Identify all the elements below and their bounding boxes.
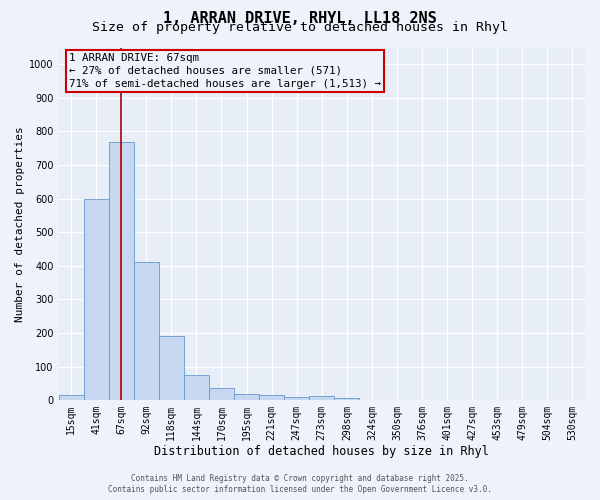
Bar bbox=[83, 198, 109, 400]
Bar bbox=[159, 336, 184, 400]
Bar bbox=[234, 394, 259, 400]
Bar bbox=[334, 398, 359, 400]
Text: 1, ARRAN DRIVE, RHYL, LL18 2NS: 1, ARRAN DRIVE, RHYL, LL18 2NS bbox=[163, 11, 437, 26]
Bar bbox=[284, 397, 309, 400]
Bar bbox=[209, 388, 234, 400]
Bar bbox=[259, 395, 284, 400]
Bar bbox=[59, 395, 83, 400]
Bar bbox=[134, 262, 159, 400]
Text: Size of property relative to detached houses in Rhyl: Size of property relative to detached ho… bbox=[92, 21, 508, 34]
Bar bbox=[109, 142, 134, 400]
Y-axis label: Number of detached properties: Number of detached properties bbox=[15, 126, 25, 322]
Bar bbox=[309, 396, 334, 400]
Text: Contains HM Land Registry data © Crown copyright and database right 2025.
Contai: Contains HM Land Registry data © Crown c… bbox=[108, 474, 492, 494]
Bar bbox=[184, 375, 209, 400]
Text: 1 ARRAN DRIVE: 67sqm
← 27% of detached houses are smaller (571)
71% of semi-deta: 1 ARRAN DRIVE: 67sqm ← 27% of detached h… bbox=[69, 53, 381, 89]
X-axis label: Distribution of detached houses by size in Rhyl: Distribution of detached houses by size … bbox=[154, 444, 489, 458]
